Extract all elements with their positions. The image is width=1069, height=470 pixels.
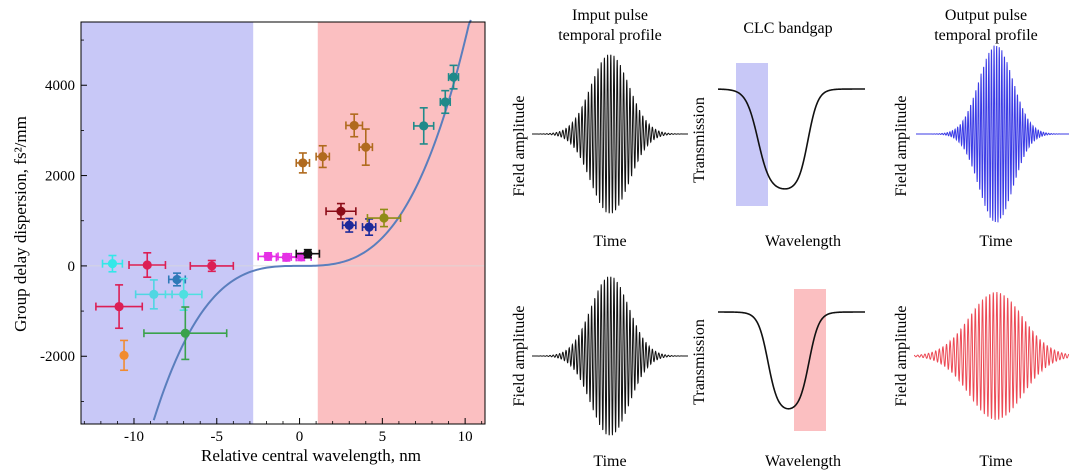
point-marker <box>440 97 450 107</box>
panel-input-top: Field amplitude Time <box>511 54 689 250</box>
panel-xlabel: Wavelength <box>765 233 841 250</box>
point-marker <box>448 72 459 82</box>
data-point <box>95 284 144 330</box>
x-axis-label: Relative central wavelength, nm <box>201 446 421 465</box>
panel-ylabel: Transmission <box>691 319 708 405</box>
pulse-trace <box>531 276 689 436</box>
panel-xlabel: Time <box>593 233 626 250</box>
x-tick-label: 0 <box>296 429 304 445</box>
transmission-curve <box>717 88 865 190</box>
col-title-input: Imput pulse temporal profile <box>558 7 662 44</box>
data-point <box>128 252 167 279</box>
title-input-line2: temporal profile <box>558 27 662 44</box>
point-marker <box>142 260 152 270</box>
x-axis-ticks: -10 -5 0 5 10 <box>83 418 483 445</box>
panel-ylabel: Field amplitude <box>893 306 910 407</box>
data-point <box>295 248 321 259</box>
point-marker <box>107 259 118 269</box>
data-point <box>341 217 357 233</box>
point-marker <box>349 120 359 131</box>
point-marker <box>179 289 189 299</box>
data-point <box>167 272 187 287</box>
data-point <box>257 251 279 262</box>
point-marker <box>379 213 389 223</box>
col-title-output: Output pulse temporal profile <box>934 7 1038 44</box>
title-output-line1: Output pulse <box>945 7 1027 24</box>
point-marker <box>119 350 129 360</box>
data-point <box>358 128 374 166</box>
point-marker <box>303 249 313 259</box>
point-marker <box>263 251 273 262</box>
shaded-region-blue <box>81 22 254 424</box>
data-point <box>345 113 364 138</box>
bandgap-highlight <box>736 63 768 206</box>
data-point <box>366 208 402 228</box>
pulse-trace <box>531 54 689 214</box>
title-output-line2: temporal profile <box>934 27 1038 44</box>
title-bandgap: CLC bandgap <box>743 20 832 37</box>
x-tick-label: -5 <box>211 429 224 445</box>
x-tick-label: 5 <box>379 429 387 445</box>
point-marker <box>207 261 217 271</box>
y-tick-label: 4000 <box>45 78 75 94</box>
panel-bandgap-top: Transmission Wavelength <box>691 63 865 250</box>
data-point <box>447 64 460 90</box>
point-marker <box>281 252 291 262</box>
data-points <box>95 64 460 372</box>
point-marker <box>149 289 159 299</box>
panel-output-bottom: Field amplitude Time <box>893 292 1069 470</box>
y-tick-label: -2000 <box>40 349 75 365</box>
y-axis-ticks: -2000 0 2000 4000 <box>40 39 87 402</box>
point-marker <box>172 274 182 285</box>
panel-output-top: Field amplitude Time <box>893 45 1069 250</box>
point-marker <box>298 158 308 168</box>
y-tick-label: 2000 <box>45 169 75 185</box>
panel-ylabel: Transmission <box>691 97 708 183</box>
point-marker <box>364 222 374 232</box>
point-marker <box>336 206 346 216</box>
panel-ylabel: Field amplitude <box>511 96 528 197</box>
data-point <box>143 306 228 361</box>
point-marker <box>114 301 124 312</box>
panel-ylabel: Field amplitude <box>511 306 528 407</box>
point-marker <box>361 142 371 152</box>
data-point <box>315 144 331 169</box>
panel-bandgap-bottom: Transmission Wavelength <box>691 289 865 470</box>
data-point <box>101 254 124 273</box>
x-tick-label: -10 <box>124 429 144 445</box>
x-tick-label: 10 <box>458 429 473 445</box>
pulse-trace <box>913 292 1069 420</box>
data-point <box>325 202 357 220</box>
transmission-curve <box>717 311 865 410</box>
panel-xlabel: Time <box>979 233 1012 250</box>
data-point <box>275 252 298 262</box>
fit-curve <box>152 19 472 421</box>
data-point <box>413 107 435 145</box>
title-input-line1: Imput pulse <box>572 7 648 24</box>
data-point <box>189 259 235 273</box>
y-axis-label: Group delay dispersion, fs²/mm <box>11 116 30 332</box>
panel-xlabel: Time <box>593 453 626 470</box>
data-point <box>119 339 129 372</box>
data-point <box>439 89 452 115</box>
panel-xlabel: Time <box>979 453 1012 470</box>
y-tick-label: 0 <box>68 259 76 275</box>
gdd-chart: -10 -5 0 5 10 -2000 0 2000 4000 Relative centra… <box>11 19 486 465</box>
point-marker <box>419 121 429 131</box>
point-marker <box>344 220 354 230</box>
data-point <box>361 218 377 236</box>
point-marker <box>180 328 190 338</box>
data-point <box>164 277 203 311</box>
panel-input-bottom: Field amplitude Time <box>511 276 689 470</box>
data-point <box>295 152 311 174</box>
point-marker <box>318 152 328 162</box>
pulse-trace <box>916 45 1069 223</box>
panel-xlabel: Wavelength <box>765 453 841 470</box>
panel-ylabel: Field amplitude <box>893 96 910 197</box>
